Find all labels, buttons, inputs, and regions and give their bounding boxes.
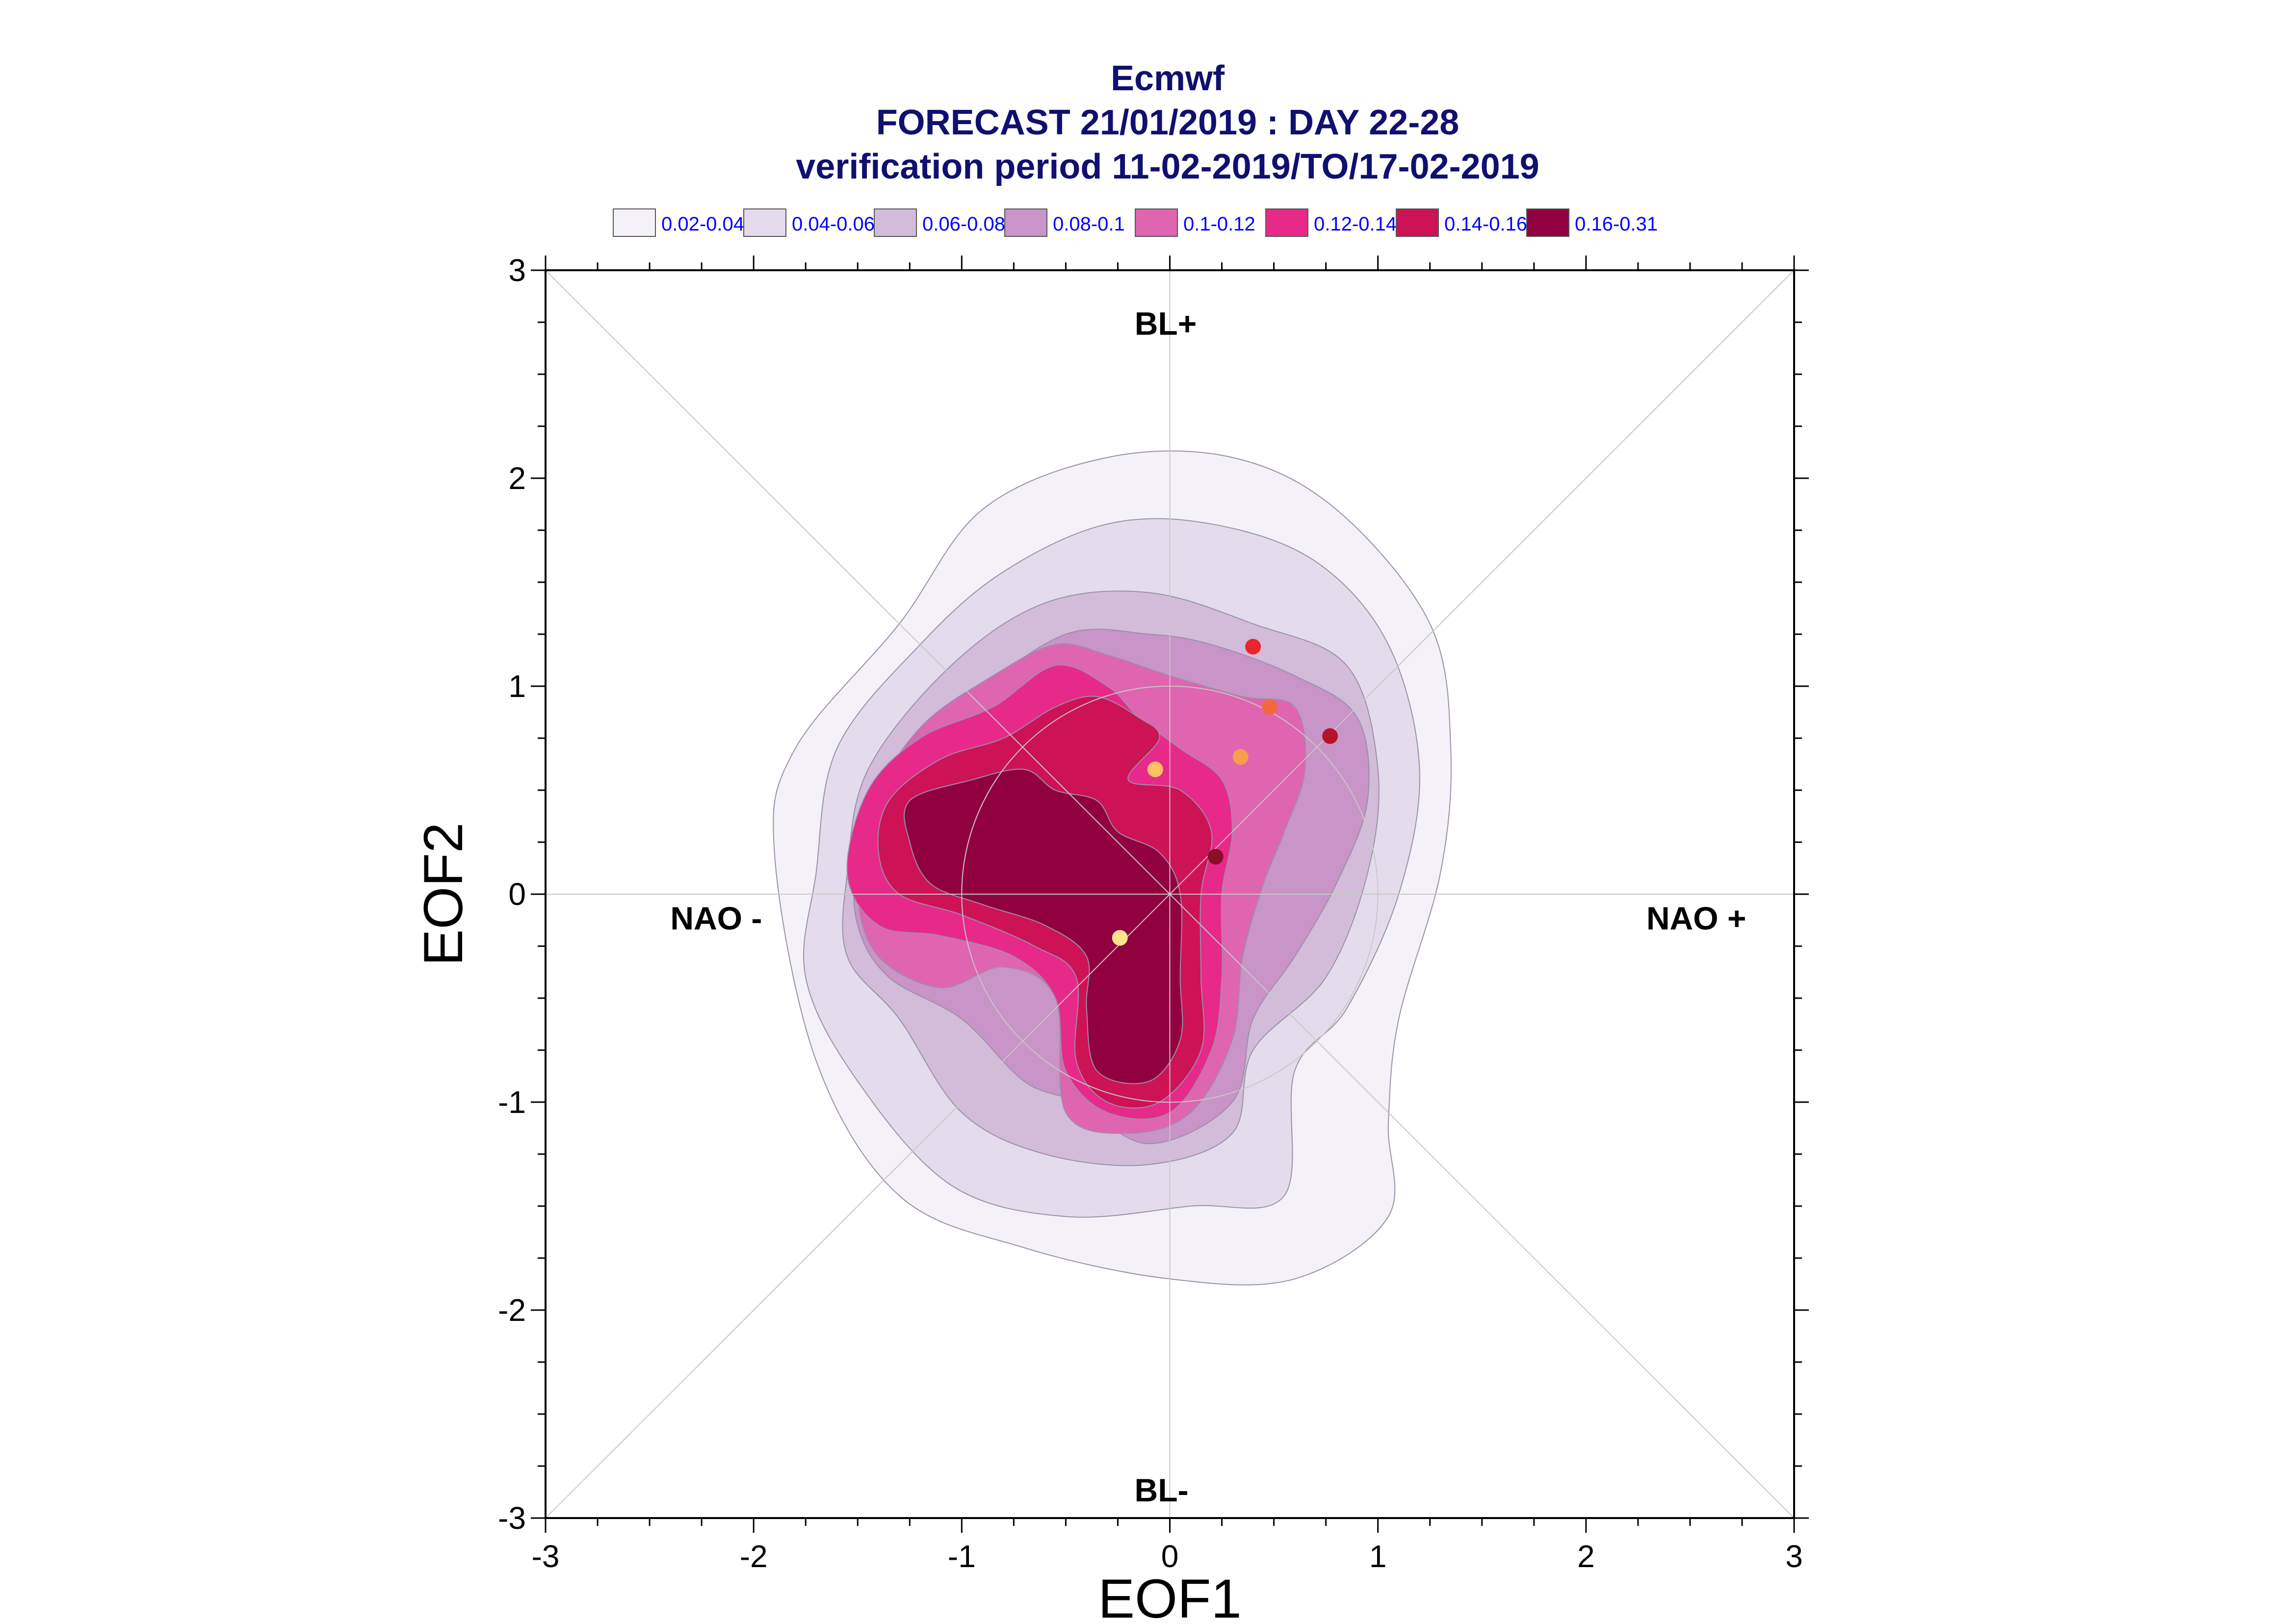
legend-label: 0.02-0.04: [661, 213, 744, 235]
density-contours: [773, 450, 1452, 1286]
x-tick-label: 3: [1785, 1539, 1803, 1574]
axis-ticks: -3 -2 -1 0 1 2 3 -3 -2 -1 0 1 2 3: [498, 253, 1809, 1574]
legend-swatch: [1004, 208, 1047, 237]
y-tick-label: -2: [498, 1292, 526, 1328]
x-tick-label: 1: [1369, 1539, 1387, 1574]
legend-label: 0.04-0.06: [792, 213, 875, 235]
legend: 0.02-0.04 0.04-0.06 0.06-0.08 0.08-0.1 0.1-0…: [613, 208, 1658, 237]
guide-lines: [545, 270, 1795, 1519]
legend-swatch: [1526, 208, 1569, 237]
regime-label-right: NAO +: [1646, 900, 1747, 936]
forecast-points: [1112, 639, 1338, 946]
legend-swatch: [1396, 208, 1439, 237]
plot-area: -3 -2 -1 0 1 2 3 -3 -2 -1 0 1 2 3 BL+ BL- NAO - NAO +: [498, 253, 1809, 1574]
y-tick-label: 3: [508, 253, 526, 288]
legend-label: 0.16-0.31: [1575, 213, 1658, 235]
y-tick-label: 0: [508, 876, 526, 912]
regime-label-bottom: BL-: [1135, 1472, 1189, 1508]
regime-label-left: NAO -: [670, 900, 762, 936]
forecast-point: [1232, 749, 1249, 765]
y-tick-label: 2: [508, 461, 526, 496]
regime-labels: BL+ BL- NAO - NAO +: [670, 305, 1746, 1508]
x-tick-label: -2: [740, 1539, 768, 1574]
x-tick-label: 2: [1577, 1539, 1595, 1574]
guide-unit-circle: [961, 685, 1379, 1103]
y-tick-label: -1: [498, 1084, 526, 1120]
x-tick-label: -1: [948, 1539, 976, 1574]
density-contour-8: [904, 769, 1183, 1084]
y-tick-label: 1: [508, 669, 526, 704]
forecast-point: [1207, 849, 1224, 865]
x-tick-label: -3: [532, 1539, 560, 1574]
forecast-point: [1262, 699, 1278, 715]
legend-swatch: [743, 208, 786, 237]
regime-label-top: BL+: [1135, 305, 1197, 341]
legend-label: 0.14-0.16: [1444, 213, 1527, 235]
legend-swatch: [874, 208, 917, 237]
forecast-point: [1322, 728, 1338, 744]
legend-label: 0.1-0.12: [1183, 213, 1255, 235]
y-axis-title: EOF2: [413, 823, 474, 966]
x-axis-title: EOF1: [1098, 1568, 1242, 1624]
forecast-point: [1112, 930, 1128, 946]
title-line-1: Ecmwf: [1111, 59, 1225, 98]
legend-label: 0.06-0.08: [922, 213, 1005, 235]
legend-swatch: [613, 208, 656, 237]
legend-label: 0.12-0.14: [1314, 213, 1397, 235]
forecast-point: [1147, 761, 1163, 777]
y-tick-label: -3: [498, 1500, 526, 1536]
title-line-2: FORECAST 21/01/2019 : DAY 22-28: [876, 103, 1460, 142]
title-line-3: verification period 11-02-2019/TO/17-02-…: [796, 147, 1539, 186]
legend-swatch: [1265, 208, 1308, 237]
x-tick-label: 0: [1161, 1539, 1179, 1574]
guide-diagonal-2: [545, 270, 1795, 1519]
legend-label: 0.08-0.1: [1053, 213, 1125, 235]
forecast-point: [1245, 639, 1261, 655]
legend-swatch: [1135, 208, 1178, 237]
chart-title: Ecmwf FORECAST 21/01/2019 : DAY 22-28 ve…: [796, 59, 1539, 186]
